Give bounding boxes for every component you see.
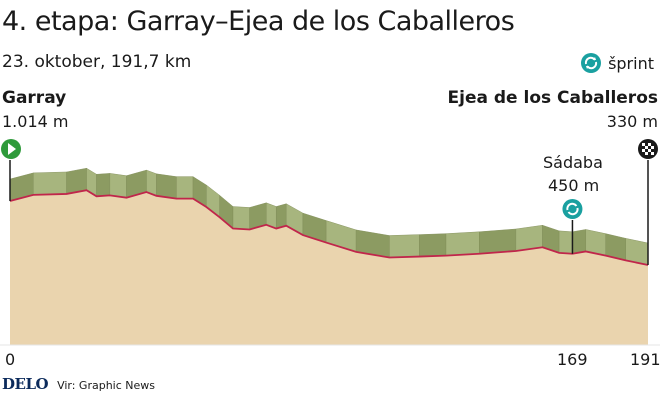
profile-segment	[96, 173, 111, 197]
delo-logo: DELO	[2, 375, 49, 393]
profile-segment	[419, 233, 447, 257]
start-elevation: 1.014 m	[2, 112, 69, 131]
sprint-town-name: Sádaba	[543, 153, 603, 172]
checkered-square	[651, 146, 654, 149]
profile-area	[10, 190, 648, 345]
checkered-square	[642, 149, 645, 152]
sprint-marker-glyph	[566, 202, 578, 211]
profile-segment	[232, 206, 250, 230]
profile-side-face	[9, 167, 649, 266]
source-credit: Vir: Graphic News	[57, 379, 155, 392]
checkered-square	[642, 143, 645, 146]
profile-segment	[176, 176, 194, 199]
profile-segment	[389, 234, 420, 258]
finish-elevation: 330 m	[606, 112, 658, 131]
stage-subtitle: 23. oktober, 191,7 km	[2, 52, 192, 72]
checkered-square	[651, 152, 654, 155]
sprint-marker-icon	[562, 199, 583, 219]
sprint-marker-glyph	[567, 207, 579, 216]
sprint-icon	[581, 53, 602, 73]
finish-town-name: Ejea de los Caballeros	[447, 88, 658, 108]
checkered-square	[645, 152, 648, 155]
page-title: 4. etapa: Garray–Ejea de los Caballeros	[2, 6, 515, 37]
profile-segment	[445, 231, 480, 256]
checkered-square	[648, 149, 651, 152]
profile-segment	[276, 203, 287, 229]
checkered-square	[645, 146, 648, 149]
profile-segment	[109, 173, 127, 198]
profile-segment	[33, 171, 67, 196]
km-label-finish: 191	[630, 350, 660, 369]
route-line	[9, 189, 649, 266]
profile-base-area	[0, 189, 660, 346]
sprint-elevation: 450 m	[548, 176, 600, 195]
start-town-name: Garray	[2, 88, 67, 108]
profile-segment	[572, 229, 586, 255]
profile-segment	[479, 228, 517, 254]
checkered-square	[648, 143, 651, 146]
start-flag-arrow	[8, 143, 16, 155]
legend: šprint	[580, 52, 654, 74]
profile-markers	[1, 139, 658, 265]
km-label-start: 0	[5, 350, 16, 369]
profile-segment	[558, 230, 573, 254]
footer: DELO Vir: Graphic News	[2, 375, 155, 393]
km-label-sprint: 169	[557, 350, 588, 369]
legend-sprint-label: šprint	[608, 53, 654, 73]
profile-segment	[156, 173, 177, 199]
